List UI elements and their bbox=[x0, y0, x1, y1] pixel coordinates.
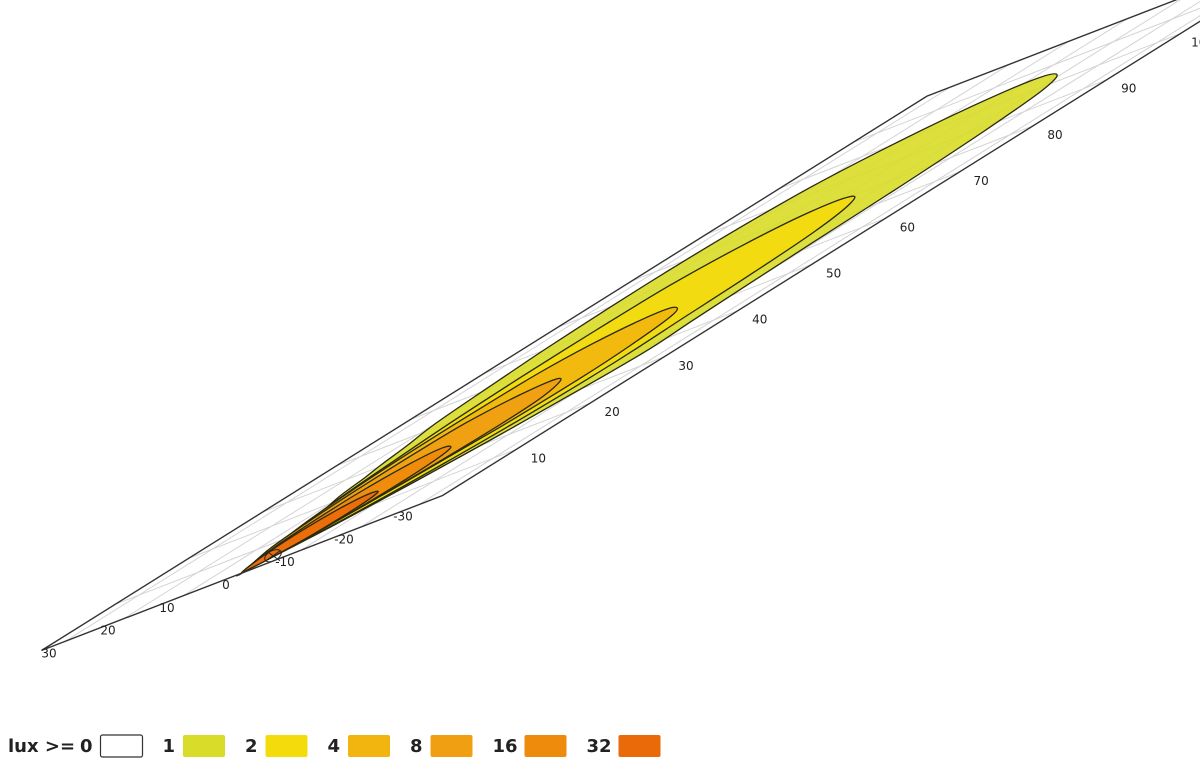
legend-label-5: 16 bbox=[493, 736, 518, 757]
legend-label-1: 1 bbox=[163, 736, 176, 757]
x-tick-label-6: 30 bbox=[41, 646, 56, 660]
legend-label-2: 2 bbox=[245, 736, 258, 757]
x-tick-label-4: 10 bbox=[159, 601, 174, 615]
grid-line-x-0 bbox=[418, 15, 1200, 506]
legend-prefix: lux >= bbox=[8, 736, 75, 757]
y-tick-label-7: 80 bbox=[1047, 128, 1062, 142]
x-tick-label-3: 0 bbox=[222, 578, 230, 592]
legend: lux >= 0 1 2 4 8 16 32 bbox=[8, 734, 661, 758]
y-tick-label-8: 90 bbox=[1121, 82, 1136, 96]
x-axis-ticks: -30 -20 -10 0 10 20 30 bbox=[41, 510, 412, 661]
legend-label-3: 4 bbox=[328, 736, 341, 757]
legend-swatch-0 bbox=[99, 734, 144, 758]
grid-line-x-1 bbox=[359, 0, 1200, 528]
y-tick-label-4: 50 bbox=[826, 266, 841, 280]
y-axis-ticks: 102030405060708090100110 bbox=[531, 35, 1200, 465]
legend-label-4: 8 bbox=[410, 736, 423, 757]
y-tick-label-6: 70 bbox=[974, 174, 989, 188]
legend-swatch-3 bbox=[348, 735, 390, 757]
x-tick-label-5: 20 bbox=[100, 624, 115, 638]
y-tick-label-3: 40 bbox=[752, 313, 767, 327]
y-tick-label-1: 20 bbox=[605, 405, 620, 419]
legend-label-6: 32 bbox=[587, 736, 612, 757]
isolux-contours bbox=[236, 73, 1058, 577]
y-tick-label-2: 30 bbox=[678, 359, 693, 373]
x-tick-label-2: -10 bbox=[275, 555, 295, 569]
x-tick-label-0: -30 bbox=[393, 510, 413, 524]
y-tick-label-5: 60 bbox=[900, 220, 915, 234]
grid-line-y-10 bbox=[853, 7, 1200, 143]
legend-swatch-4 bbox=[430, 735, 473, 757]
grid-line-x-6 bbox=[64, 86, 951, 642]
legend-swatch-1 bbox=[183, 735, 225, 757]
legend-swatch-2 bbox=[265, 735, 308, 757]
legend-swatch-6 bbox=[618, 735, 661, 757]
y-tick-label-9: 100 bbox=[1191, 35, 1200, 49]
y-tick-label-0: 10 bbox=[531, 451, 546, 465]
plot-frame bbox=[41, 0, 1200, 652]
legend-swatch-5 bbox=[524, 735, 567, 757]
legend-label-0: 0 bbox=[80, 736, 93, 757]
x-tick-label-1: -20 bbox=[334, 532, 354, 546]
